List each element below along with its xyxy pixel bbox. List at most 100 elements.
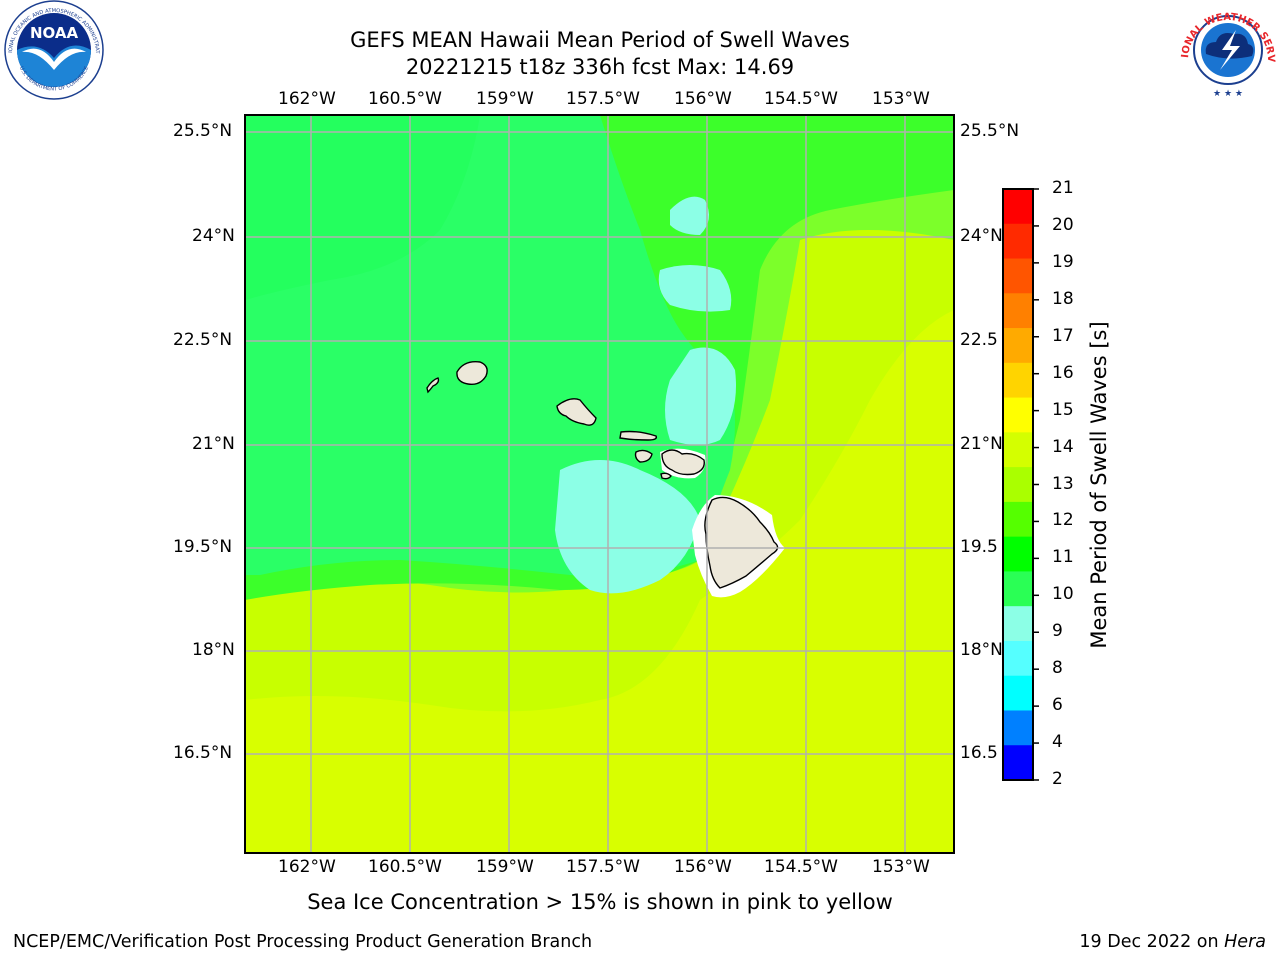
caption: Sea Ice Concentration > 15% is shown in … — [307, 890, 893, 914]
swell-contour-14 — [245, 310, 954, 853]
footer-host: Hera — [1224, 932, 1266, 952]
ocean-field — [245, 115, 954, 853]
colorbar-tick-label: 2 — [1052, 769, 1063, 789]
footer-credit: NCEP/EMC/Verification Post Processing Pr… — [13, 932, 593, 952]
lat-label-left: 25.5°N — [173, 121, 233, 141]
lat-label-left: 22.5°N — [173, 330, 233, 350]
colorbar-segment — [1003, 536, 1033, 572]
colorbar-segment — [1003, 258, 1033, 294]
lat-label-left: 24°N — [192, 226, 235, 246]
lon-label-bottom: 154.5°W — [764, 857, 838, 877]
lon-label-top: 153°W — [872, 89, 930, 109]
lat-label-right: 19.5 — [960, 537, 998, 557]
colorbar-segment — [1003, 362, 1033, 399]
colorbar-segment — [1003, 675, 1033, 711]
colorbar-tick-label: 12 — [1052, 510, 1074, 531]
colorbar-segment — [1003, 467, 1033, 503]
lat-label-left: 19.5°N — [173, 537, 233, 557]
colorbar-tick-label: 11 — [1052, 547, 1074, 568]
footer-date-text: 19 Dec 2022 on — [1079, 932, 1225, 952]
lon-label-bottom: 157.5°W — [566, 857, 640, 877]
colorbar-tick-label: 15 — [1052, 399, 1074, 420]
colorbar-tick-label: 4 — [1052, 732, 1063, 753]
colorbar-tick-label: 17 — [1052, 325, 1074, 346]
colorbar-segment — [1003, 397, 1033, 433]
lon-label-bottom: 162°W — [278, 857, 336, 877]
colorbar-segment — [1003, 189, 1033, 225]
swell-contour-9-10-d — [670, 196, 709, 235]
lat-label-left: 16.5°N — [173, 743, 233, 763]
colorbar-segment — [1003, 710, 1033, 746]
colorbar-tick-label: 20 — [1052, 214, 1074, 235]
islands — [426, 361, 779, 589]
colorbar-segment — [1003, 432, 1033, 468]
colorbar-label: Mean Period of Swell Waves [s] — [1087, 321, 1111, 648]
swell-contour-10-11-west — [245, 115, 480, 300]
noaa-logo: NOAA NATIONAL OCEANIC AND ATMOSPHERIC AD… — [0, 0, 104, 100]
colorbar-tick-label: 14 — [1052, 436, 1074, 457]
island-kauai — [456, 361, 488, 386]
lon-label-bottom: 159°W — [476, 857, 534, 877]
map-subtitle: 20221215 t18z 336h fcst Max: 14.69 — [405, 55, 795, 79]
colorbar-tick-label: 19 — [1052, 251, 1074, 272]
lat-label-right: 16.5 — [960, 743, 998, 763]
colorbar-tick-label: 10 — [1052, 584, 1074, 605]
lon-label-top: 154.5°W — [764, 89, 838, 109]
swell-contour-10-11 — [245, 115, 735, 576]
colorbar-segment — [1003, 223, 1033, 260]
lat-label-left: 21°N — [192, 434, 235, 454]
lon-label-top: 157.5°W — [566, 89, 640, 109]
noaa-logo-text: NOAA — [30, 24, 79, 42]
footer-date: 19 Dec 2022 on Hera — [1079, 932, 1266, 952]
colorbar-tick-label: 6 — [1052, 695, 1063, 716]
colorbar-segment — [1003, 293, 1033, 329]
land-mask-big-island — [692, 495, 785, 598]
lat-label-right: 22.5 — [960, 330, 998, 350]
swell-contour-9-10-c — [658, 265, 732, 312]
colorbar-segment — [1003, 571, 1033, 607]
swell-contour-9-10-b — [665, 347, 736, 445]
lon-label-bottom: 156°W — [674, 857, 732, 877]
nws-logo: NATIONAL WEATHER SERVICE ★ ★ ★ — [1176, 0, 1276, 99]
island-oahu — [556, 398, 597, 426]
colorbar-tick-label: 18 — [1052, 288, 1074, 309]
lon-label-top: 159°W — [476, 89, 534, 109]
colorbar-frame — [1002, 188, 1034, 781]
colorbar — [1003, 188, 1039, 781]
colorbar-segment — [1003, 328, 1033, 364]
lat-label-right: 18°N — [960, 640, 1003, 660]
lat-label-right: 21°N — [960, 434, 1003, 454]
island-hawaii — [704, 496, 779, 589]
island-kahoolawe — [660, 472, 672, 480]
lat-label-right: 25.5°N — [960, 121, 1020, 141]
lon-label-top: 160.5°W — [368, 89, 442, 109]
island-niihau — [426, 377, 440, 394]
colorbar-segment — [1003, 501, 1033, 538]
lat-label-right: 24°N — [960, 226, 1003, 246]
lon-label-top: 156°W — [674, 89, 732, 109]
colorbar-segment — [1003, 745, 1033, 781]
island-molokai — [619, 430, 658, 441]
lon-label-bottom: 160.5°W — [368, 857, 442, 877]
colorbar-tick-label: 16 — [1052, 362, 1074, 383]
map-frame — [244, 114, 955, 854]
swell-contour-9-10-a — [555, 460, 700, 594]
island-lanai — [634, 449, 653, 463]
lat-label-left: 18°N — [192, 640, 235, 660]
colorbar-tick-label: 21 — [1052, 178, 1074, 198]
colorbar-tick-label: 9 — [1052, 621, 1063, 642]
lon-label-bottom: 153°W — [872, 857, 930, 877]
map-title: GEFS MEAN Hawaii Mean Period of Swell Wa… — [350, 28, 850, 52]
lon-label-top: 162°W — [278, 89, 336, 109]
colorbar-segment — [1003, 640, 1033, 677]
swell-contour-11-12 — [245, 115, 954, 600]
graticule — [245, 115, 954, 853]
svg-text:★ ★ ★: ★ ★ ★ — [1213, 89, 1243, 99]
land-mask-maui — [660, 448, 706, 479]
swell-contour-13-14 — [245, 230, 954, 853]
island-maui — [661, 449, 705, 476]
colorbar-tick-label: 13 — [1052, 473, 1074, 494]
colorbar-segment — [1003, 606, 1033, 642]
colorbar-tick-label: 8 — [1052, 658, 1063, 679]
